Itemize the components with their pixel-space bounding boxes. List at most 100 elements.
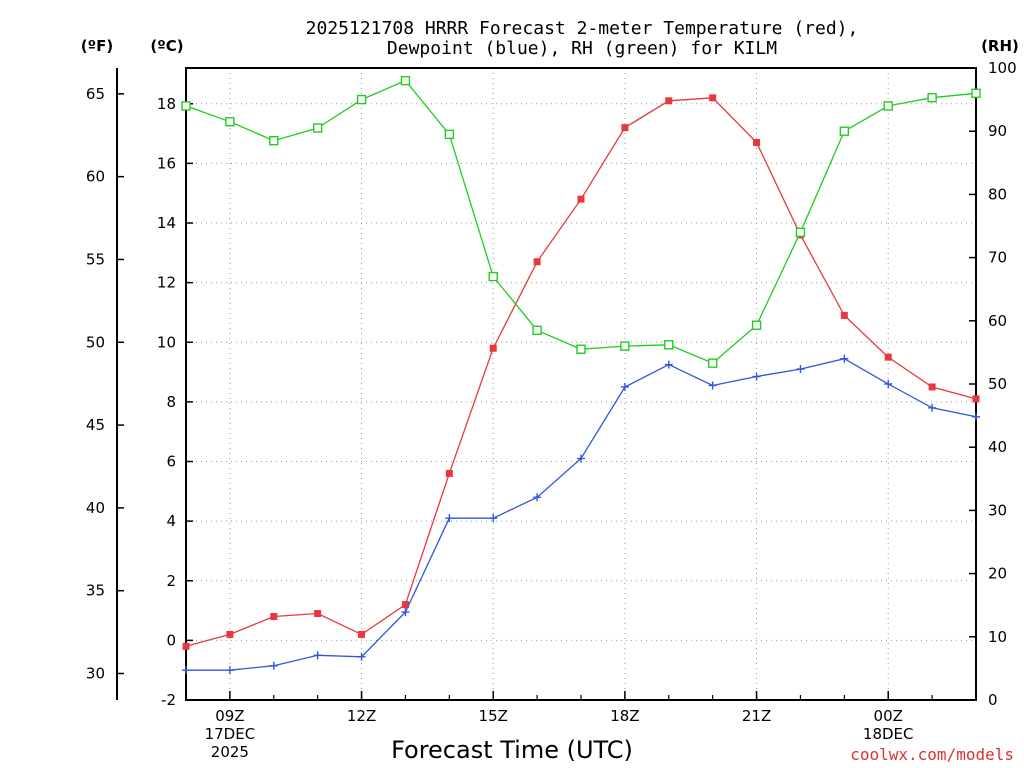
rh-point (312, 123, 323, 133)
celsius-tick-label: 6 (166, 453, 176, 471)
rh-point (795, 227, 806, 238)
dewpoint-point (225, 666, 234, 675)
temperature-point (401, 601, 409, 609)
x-axis-label: Forecast Time (UTC) (391, 736, 633, 764)
celsius-tick-label: 18 (157, 95, 176, 113)
time-tick-label: 00Z (874, 707, 903, 725)
rh-point (356, 94, 367, 105)
temperature-point (445, 469, 453, 477)
time-tick-label: 18Z (610, 707, 639, 725)
fahrenheit-tick-label: 35 (86, 582, 105, 600)
chart-title-line1: 2025121708 HRRR Forecast 2-meter Tempera… (306, 18, 859, 39)
rh-point (181, 101, 191, 111)
dewpoint-point (796, 365, 805, 374)
plot-frame (185, 67, 977, 701)
temperature-line (185, 97, 977, 647)
rh-point (971, 88, 981, 98)
celsius-tick-label: 10 (157, 333, 176, 351)
dewpoint-point (664, 360, 673, 369)
temperature-point (358, 630, 366, 638)
dewpoint-point (577, 454, 585, 463)
temperature-point (884, 353, 892, 361)
dewpoint-point (445, 514, 454, 523)
dewpoint-point (269, 661, 278, 670)
rh-tick-label: 40 (988, 438, 1007, 456)
dewpoint-point (972, 412, 980, 421)
fahrenheit-tick-label: 60 (86, 168, 105, 186)
celsius-tick-label: -2 (161, 691, 176, 709)
celsius-unit-label: (ºC) (150, 37, 183, 55)
time-tick-label: 21Z (742, 707, 771, 725)
gridlines (186, 68, 976, 701)
rh-point (576, 344, 586, 354)
rh-tick-label: 0 (988, 691, 998, 709)
rh-tick-label: 70 (988, 249, 1007, 267)
time-tick-label: 17DEC (205, 725, 256, 743)
celsius-axis: -2 0 2 4 6 8 10 12 14 16 18 (157, 95, 193, 709)
rh-axis: 0 10 20 30 40 50 60 70 80 90 100 (969, 59, 1017, 709)
chart-title-line2: Dewpoint (blue), RH (green) for KILM (387, 38, 777, 59)
credit-text: coolwx.com/models (850, 745, 1014, 764)
temperature-point (577, 195, 585, 203)
rh-point (532, 325, 542, 335)
rh-point (883, 101, 893, 111)
rh-tick-label: 20 (988, 565, 1007, 583)
temperature-point (489, 344, 497, 352)
dewpoint-point (928, 403, 937, 412)
rh-point (225, 117, 235, 127)
dewpoint-point (401, 608, 410, 617)
temperature-point (753, 139, 761, 147)
dewpoint-line (186, 358, 977, 671)
rh-point (269, 135, 279, 146)
celsius-tick-label: 14 (157, 214, 176, 232)
rh-point (444, 129, 455, 140)
temperature-point (621, 124, 629, 132)
fahrenheit-unit-label: (ºF) (81, 37, 113, 55)
rh-point (839, 126, 850, 136)
fahrenheit-tick-label: 45 (86, 416, 105, 434)
temperature-point (972, 395, 980, 403)
fahrenheit-tick-label: 55 (86, 250, 105, 268)
rh-tick-label: 10 (988, 628, 1007, 646)
dewpoint-point (357, 652, 366, 661)
temperature-point (226, 630, 234, 638)
time-tick-label: 2025 (211, 743, 249, 761)
fahrenheit-tick-label: 30 (86, 665, 105, 683)
dewpoint-point (884, 380, 893, 388)
temperature-point (270, 613, 278, 621)
rh-point (927, 93, 937, 103)
celsius-tick-label: 12 (157, 274, 176, 292)
fahrenheit-axis: 30 35 40 45 50 55 60 65 (86, 85, 124, 683)
temperature-point (314, 610, 322, 618)
time-tick-label: 09Z (215, 707, 244, 725)
temperature-point (533, 258, 541, 266)
time-tick-label: 15Z (479, 707, 508, 725)
series-layer (181, 75, 981, 675)
rh-point (488, 271, 498, 282)
temperature-point (182, 642, 190, 650)
celsius-tick-label: 8 (166, 393, 176, 411)
dewpoint-point (708, 381, 717, 390)
dewpoint-point (533, 493, 542, 502)
rh-tick-label: 100 (988, 59, 1017, 77)
rh-point (620, 341, 630, 351)
dewpoint-point (313, 651, 322, 660)
time-tick-label: 18DEC (863, 725, 914, 743)
rh-tick-label: 50 (988, 375, 1007, 393)
dewpoint-point (752, 372, 761, 381)
fahrenheit-tick-label: 40 (86, 499, 105, 517)
temperature-point (709, 94, 717, 102)
rh-tick-label: 60 (988, 312, 1007, 330)
dewpoint-point (182, 666, 190, 675)
temperature-point (840, 311, 848, 319)
rh-line (185, 79, 977, 364)
celsius-tick-label: 2 (166, 572, 176, 590)
rh-point (664, 340, 674, 350)
rh-point (400, 75, 411, 86)
rh-tick-label: 90 (988, 122, 1007, 140)
celsius-tick-label: 16 (157, 154, 176, 172)
celsius-tick-label: 0 (166, 631, 176, 649)
fahrenheit-tick-label: 50 (86, 333, 105, 351)
time-tick-label: 12Z (347, 707, 376, 725)
